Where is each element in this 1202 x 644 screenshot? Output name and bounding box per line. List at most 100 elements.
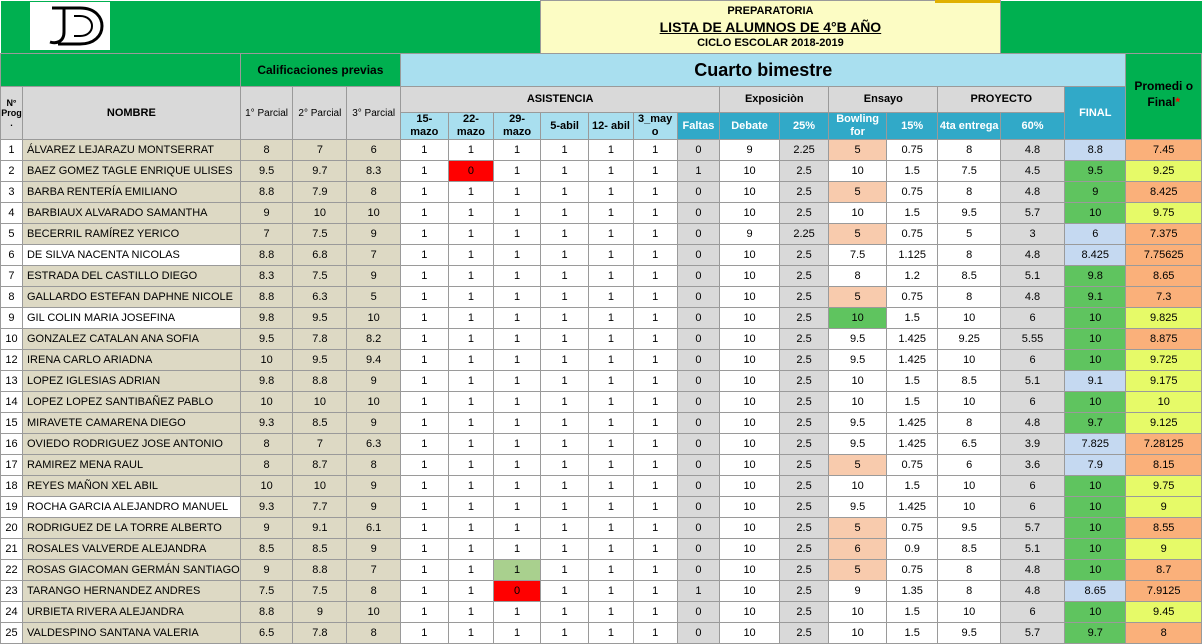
entrega-pct-cell[interactable]: 3.6 [999, 454, 1066, 476]
parcial-cell[interactable]: 9 [239, 517, 294, 539]
bowling-cell[interactable]: 5 [828, 223, 887, 245]
attendance-cell[interactable]: 1 [632, 286, 678, 308]
entrega-pct-cell[interactable]: 4.8 [999, 412, 1066, 434]
attendance-cell[interactable]: 1 [588, 412, 634, 434]
parcial-cell[interactable]: 9.5 [239, 160, 294, 182]
bowling-cell[interactable]: 5 [828, 139, 887, 161]
attendance-cell[interactable]: 1 [539, 307, 590, 329]
attendance-cell[interactable]: 1 [632, 328, 678, 350]
attendance-cell[interactable]: 1 [400, 244, 449, 266]
parcial-cell[interactable]: 9 [346, 538, 402, 560]
attendance-cell[interactable]: 1 [493, 601, 541, 623]
entrega-pct-cell[interactable]: 5.1 [999, 538, 1066, 560]
entrega-cell[interactable]: 8.5 [937, 538, 1001, 560]
faltas-cell[interactable]: 0 [676, 433, 721, 455]
entrega-pct-cell[interactable]: 6 [999, 601, 1066, 623]
student-name-cell[interactable]: ESTRADA DEL CASTILLO DIEGO [21, 265, 241, 287]
entrega-pct-cell[interactable]: 5.7 [999, 622, 1066, 644]
attendance-cell[interactable]: 1 [632, 580, 678, 602]
attendance-cell[interactable]: 1 [539, 265, 590, 287]
debate-cell[interactable]: 10 [719, 391, 780, 413]
attendance-cell[interactable]: 1 [539, 244, 590, 266]
bowling-pct-cell[interactable]: 1.2 [885, 265, 939, 287]
student-name-cell[interactable]: REYES MAÑON XEL ABIL [21, 475, 241, 497]
student-name-cell[interactable]: ROSALES VALVERDE ALEJANDRA [21, 538, 241, 560]
row-number-cell[interactable]: 5 [0, 223, 23, 245]
final-cell[interactable]: 8.8 [1064, 139, 1127, 161]
parcial-cell[interactable]: 9 [346, 475, 402, 497]
attendance-cell[interactable]: 1 [493, 517, 541, 539]
parcial-cell[interactable]: 9 [239, 202, 294, 224]
faltas-cell[interactable]: 0 [676, 244, 721, 266]
debate-pct-cell[interactable]: 2.5 [778, 265, 830, 287]
parcial-cell[interactable]: 6.5 [239, 622, 294, 644]
promedio-cell[interactable]: 7.9125 [1125, 580, 1202, 602]
faltas-cell[interactable]: 0 [676, 454, 721, 476]
student-name-cell[interactable]: ROSAS GIACOMAN GERMÁN SANTIAGO [21, 559, 241, 581]
attendance-cell[interactable]: 1 [400, 580, 449, 602]
attendance-cell[interactable]: 1 [400, 538, 449, 560]
debate-pct-cell[interactable]: 2.5 [778, 412, 830, 434]
row-number-cell[interactable]: 4 [0, 202, 23, 224]
entrega-pct-cell[interactable]: 5.7 [999, 202, 1066, 224]
attendance-cell[interactable]: 1 [400, 349, 449, 371]
parcial-cell[interactable]: 10 [346, 601, 402, 623]
parcial-cell[interactable]: 7.5 [292, 580, 348, 602]
final-cell[interactable]: 9.8 [1064, 265, 1127, 287]
attendance-cell[interactable]: 1 [588, 223, 634, 245]
row-number-cell[interactable]: 16 [0, 433, 23, 455]
faltas-cell[interactable]: 0 [676, 370, 721, 392]
debate-pct-cell[interactable]: 2.5 [778, 475, 830, 497]
attendance-cell[interactable]: 1 [539, 286, 590, 308]
entrega-pct-cell[interactable]: 6 [999, 475, 1066, 497]
attendance-cell[interactable]: 1 [493, 559, 541, 581]
student-name-cell[interactable]: OVIEDO RODRIGUEZ JOSE ANTONIO [21, 433, 241, 455]
final-cell[interactable]: 8.65 [1064, 580, 1127, 602]
parcial-cell[interactable]: 6 [346, 139, 402, 161]
parcial-cell[interactable]: 8.8 [292, 559, 348, 581]
parcial-cell[interactable]: 7 [239, 223, 294, 245]
entrega-pct-cell[interactable]: 6 [999, 307, 1066, 329]
attendance-cell[interactable]: 1 [632, 391, 678, 413]
bowling-cell[interactable]: 8 [828, 265, 887, 287]
attendance-cell[interactable]: 1 [400, 559, 449, 581]
bowling-pct-cell[interactable]: 1.5 [885, 475, 939, 497]
student-name-cell[interactable]: DE SILVA NACENTA NICOLAS [21, 244, 241, 266]
parcial-cell[interactable]: 10 [292, 391, 348, 413]
attendance-cell[interactable]: 1 [588, 538, 634, 560]
entrega-pct-cell[interactable]: 4.5 [999, 160, 1066, 182]
attendance-cell[interactable]: 1 [632, 538, 678, 560]
faltas-cell[interactable]: 0 [676, 391, 721, 413]
faltas-cell[interactable]: 0 [676, 307, 721, 329]
attendance-cell[interactable]: 1 [400, 412, 449, 434]
bowling-pct-cell[interactable]: 1.125 [885, 244, 939, 266]
final-cell[interactable]: 9.1 [1064, 286, 1127, 308]
final-cell[interactable]: 9 [1064, 181, 1127, 203]
attendance-cell[interactable]: 1 [447, 349, 495, 371]
promedio-cell[interactable]: 9 [1125, 538, 1202, 560]
parcial-cell[interactable]: 8 [239, 454, 294, 476]
faltas-cell[interactable]: 0 [676, 475, 721, 497]
entrega-pct-cell[interactable]: 3.9 [999, 433, 1066, 455]
attendance-cell[interactable]: 1 [447, 370, 495, 392]
attendance-cell[interactable]: 1 [493, 412, 541, 434]
promedio-cell[interactable]: 8.55 [1125, 517, 1202, 539]
row-number-cell[interactable]: 24 [0, 601, 23, 623]
attendance-cell[interactable]: 1 [447, 517, 495, 539]
parcial-cell[interactable]: 9.8 [239, 370, 294, 392]
row-number-cell[interactable]: 20 [0, 517, 23, 539]
entrega-cell[interactable]: 10 [937, 391, 1001, 413]
attendance-cell[interactable]: 1 [539, 412, 590, 434]
parcial-cell[interactable]: 8 [346, 454, 402, 476]
final-cell[interactable]: 9.7 [1064, 412, 1127, 434]
parcial-cell[interactable]: 8.5 [239, 538, 294, 560]
parcial-cell[interactable]: 6.8 [292, 244, 348, 266]
entrega-pct-cell[interactable]: 4.8 [999, 139, 1066, 161]
final-cell[interactable]: 10 [1064, 307, 1127, 329]
attendance-cell[interactable]: 1 [539, 328, 590, 350]
final-cell[interactable]: 10 [1064, 202, 1127, 224]
attendance-cell[interactable]: 1 [632, 517, 678, 539]
attendance-cell[interactable]: 1 [539, 370, 590, 392]
student-name-cell[interactable]: RODRIGUEZ DE LA TORRE ALBERTO [21, 517, 241, 539]
parcial-cell[interactable]: 10 [239, 391, 294, 413]
